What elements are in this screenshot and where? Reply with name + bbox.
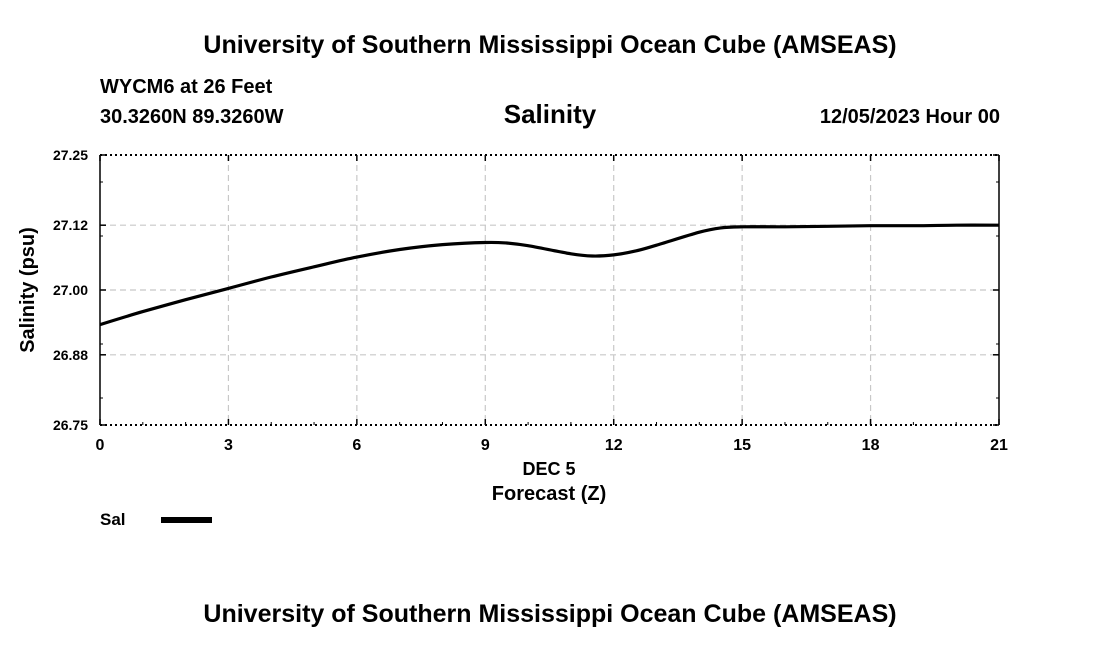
x-tick-label: 18 xyxy=(862,437,880,454)
y-tick-label: 26.75 xyxy=(53,417,88,433)
y-tick-label: 27.25 xyxy=(53,147,88,163)
x-tick-label: 12 xyxy=(605,437,623,454)
x-tick-label: 6 xyxy=(352,437,361,454)
x-tick-label: 9 xyxy=(481,437,490,454)
x-axis-date-label: DEC 5 xyxy=(522,459,575,479)
y-tick-label: 26.88 xyxy=(53,347,88,363)
station-label: WYCM6 at 26 Feet xyxy=(100,76,273,98)
x-tick-label: 3 xyxy=(224,437,233,454)
y-tick-label: 27.00 xyxy=(53,282,88,298)
x-tick-label: 15 xyxy=(733,437,751,454)
axis-ticks: 0 3 6 9 12 15 18 21 26.75 26.88 27.00 27.12 27.25 xyxy=(53,147,1008,454)
series-layer xyxy=(99,223,1000,327)
x-tick-label: 21 xyxy=(990,437,1008,454)
y-tick-label: 27.12 xyxy=(53,217,88,233)
coordinates-label: 30.3260N 89.3260W xyxy=(100,106,284,128)
page-title: University of Southern Mississippi Ocean… xyxy=(203,31,897,59)
footer-title: University of Southern Mississippi Ocean… xyxy=(203,600,897,628)
chart-title: Salinity xyxy=(503,99,597,129)
x-tick-label: 0 xyxy=(96,437,105,454)
legend-label: Sal xyxy=(100,510,126,529)
y-axis-label: Salinity (psu) xyxy=(17,227,39,353)
forecast-datetime: 12/05/2023 Hour 00 xyxy=(819,106,1000,128)
x-axis-label: Forecast (Z) xyxy=(492,483,606,505)
series-line-sal xyxy=(99,223,1000,327)
grid xyxy=(100,155,999,425)
